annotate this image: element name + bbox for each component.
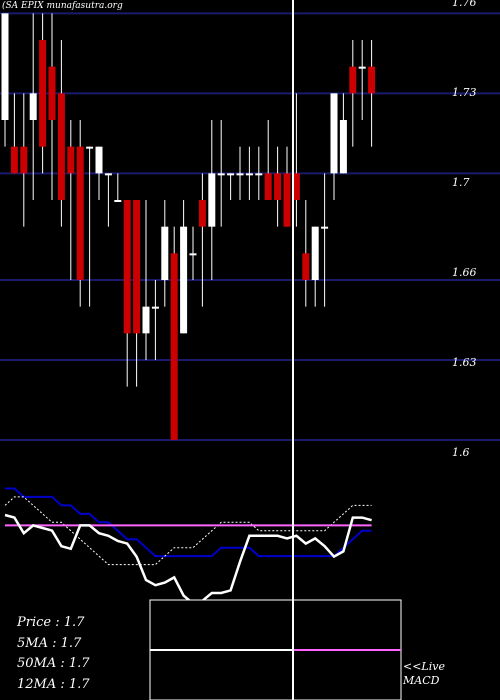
candle-down bbox=[292, 173, 300, 200]
ma-dotted-line bbox=[4, 496, 372, 566]
candle-up bbox=[86, 146, 94, 149]
candle-up bbox=[321, 226, 329, 229]
candle-up bbox=[227, 173, 235, 176]
price-stat: Price : 1.7 bbox=[17, 615, 85, 630]
ticker-title: (SA EPIX munafasutra.org bbox=[2, 1, 123, 11]
candle-bodies bbox=[1, 13, 376, 440]
candle-up bbox=[1, 13, 9, 120]
ma-slow-line bbox=[5, 487, 372, 558]
candle-up bbox=[189, 253, 197, 256]
macd-live-label[interactable]: <<Live bbox=[403, 660, 445, 673]
candle-up bbox=[236, 173, 244, 176]
y-tick-label: 1.76 bbox=[452, 0, 477, 9]
candle-down bbox=[133, 200, 141, 334]
candle-up bbox=[339, 120, 347, 174]
candle-down bbox=[20, 146, 28, 174]
candle-up bbox=[217, 173, 225, 176]
candle-up bbox=[161, 226, 169, 280]
y-tick-label: 1.63 bbox=[452, 356, 477, 369]
candle-up bbox=[255, 173, 263, 176]
candle-up bbox=[104, 173, 112, 176]
macd-panel bbox=[149, 599, 402, 700]
candle-down bbox=[57, 93, 65, 200]
candle-up bbox=[95, 146, 103, 174]
moving-average-lines bbox=[4, 487, 372, 605]
y-tick-label: 1.7 bbox=[452, 176, 470, 189]
candle-up bbox=[358, 66, 366, 69]
candle-down bbox=[123, 200, 131, 334]
candle-down bbox=[48, 66, 56, 120]
ma12-stat: 12MA : 1.7 bbox=[17, 677, 90, 692]
candle-down bbox=[76, 146, 84, 280]
candle-up bbox=[311, 226, 319, 280]
macd-label: MACD bbox=[403, 674, 440, 687]
ma50-stat: 50MA : 1.7 bbox=[17, 656, 90, 671]
candle-up bbox=[114, 200, 122, 202]
y-tick-label: 1.73 bbox=[452, 86, 477, 99]
candle-up bbox=[180, 226, 188, 334]
candle-up bbox=[245, 173, 253, 176]
candle-down bbox=[302, 253, 310, 280]
y-tick-label: 1.6 bbox=[452, 446, 470, 459]
candle-down bbox=[10, 146, 18, 174]
grid-lines bbox=[0, 12, 500, 441]
candle-down bbox=[170, 253, 178, 440]
candle-down bbox=[368, 66, 376, 94]
macd-line bbox=[4, 513, 372, 605]
candle-wicks bbox=[4, 13, 373, 440]
candle-up bbox=[151, 306, 159, 309]
candle-down bbox=[67, 146, 75, 174]
candle-up bbox=[142, 306, 150, 334]
candle-up bbox=[330, 93, 338, 174]
candle-down bbox=[264, 173, 272, 200]
candle-up bbox=[29, 93, 37, 120]
candle-down bbox=[198, 200, 206, 227]
candle-up bbox=[208, 173, 216, 227]
y-tick-label: 1.66 bbox=[452, 266, 477, 279]
candle-down bbox=[274, 173, 282, 200]
candle-down bbox=[283, 173, 291, 227]
ma5-stat: 5MA : 1.7 bbox=[17, 636, 82, 651]
candle-down bbox=[39, 40, 47, 147]
candle-down bbox=[349, 66, 357, 94]
